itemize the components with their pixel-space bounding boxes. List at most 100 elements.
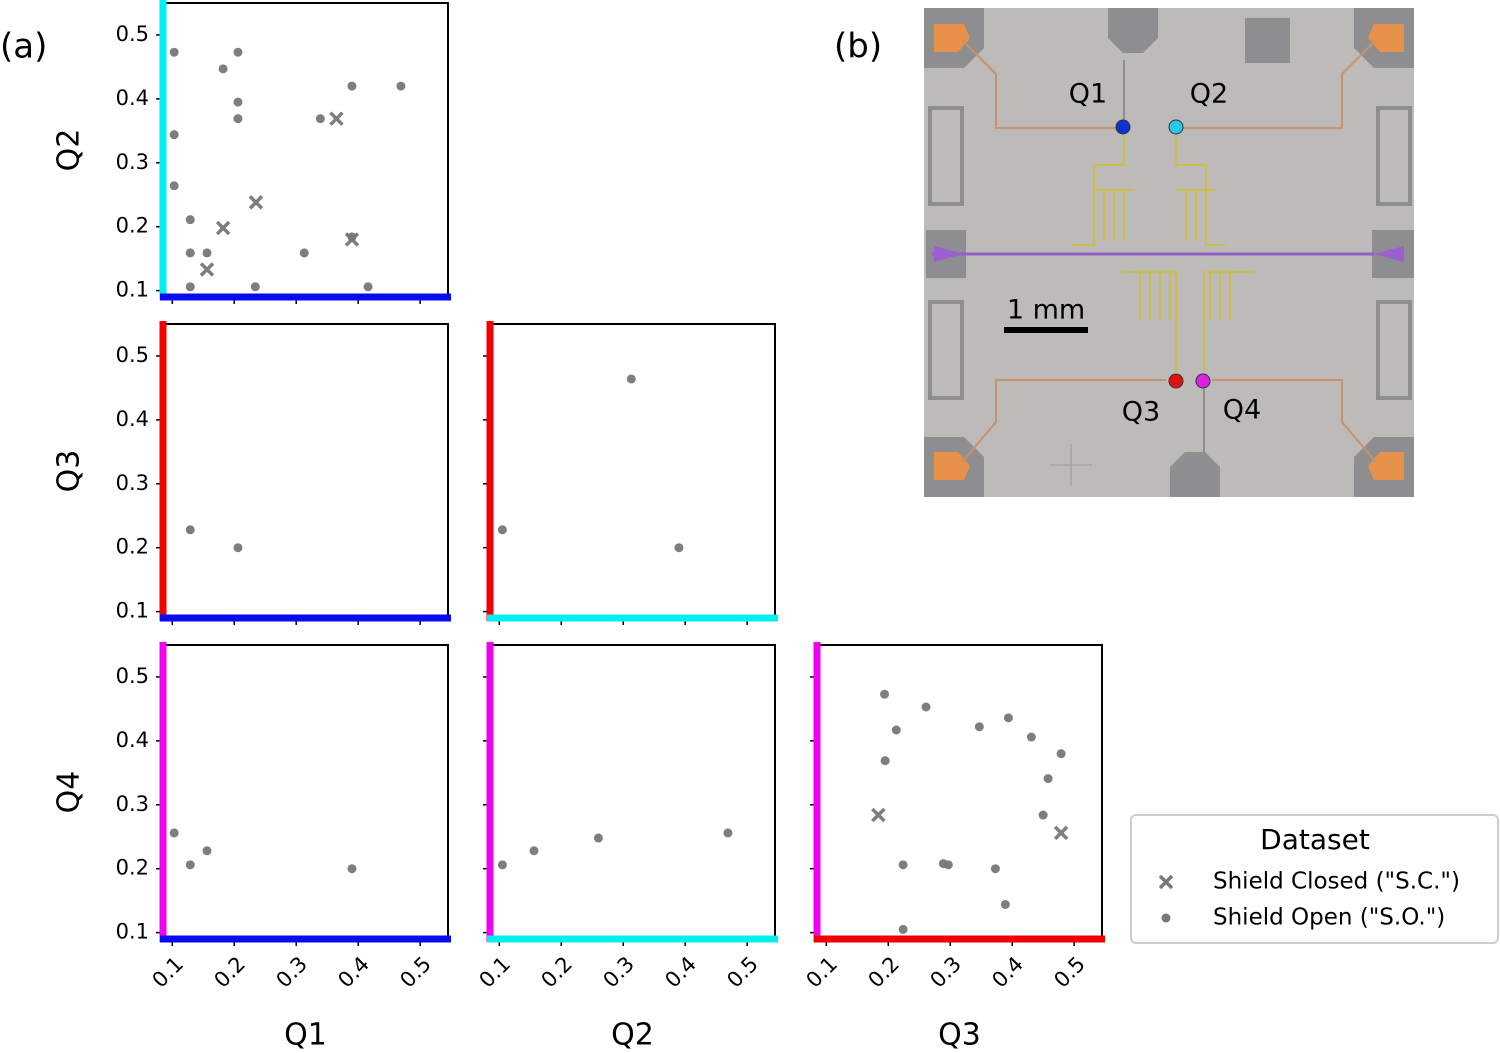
y-axis-label: Q3 [52, 450, 87, 493]
dot-marker [891, 725, 901, 735]
panel-label: (b) [834, 27, 882, 67]
dot-marker [529, 846, 539, 856]
dot-marker [943, 860, 953, 870]
cross-marker [199, 262, 215, 277]
dot-marker [169, 47, 179, 57]
dot-marker [674, 543, 684, 553]
y-axis-label: Q4 [52, 771, 87, 814]
dot-marker [169, 828, 179, 838]
qubit-label: Q4 [1223, 395, 1261, 426]
x-tick-label: 0.1 [801, 952, 842, 993]
y-tick-label: 0.2 [116, 856, 149, 880]
x-tick-label: 0.1 [474, 952, 515, 993]
x-tick-label: 0.1 [147, 952, 188, 993]
cross-marker [329, 111, 344, 126]
y-tick-label: 0.4 [116, 407, 149, 431]
y-tick-label: 0.1 [116, 278, 149, 302]
dot-marker [1043, 774, 1053, 784]
dot-marker [233, 543, 243, 553]
dot-marker [347, 81, 357, 91]
dot-marker [202, 846, 212, 856]
x-tick-label: 0.5 [1049, 952, 1090, 993]
qubit-label: Q1 [1069, 79, 1107, 110]
legend-label: Shield Open ("S.O.") [1213, 905, 1445, 931]
dot-marker [347, 232, 357, 242]
dot-marker [921, 702, 931, 712]
y-tick-label: 0.5 [116, 22, 149, 46]
dot-marker [185, 248, 195, 258]
dot-marker [185, 860, 195, 870]
dot-marker [626, 374, 636, 384]
dot-marker [169, 181, 179, 191]
x-tick-label: 0.5 [395, 952, 436, 993]
frame [490, 644, 776, 939]
x-tick-label: 0.4 [987, 952, 1028, 993]
dot-marker [898, 924, 908, 934]
x-tick-label: 0.5 [722, 952, 763, 993]
dot-marker [185, 282, 195, 292]
legend-title: Dataset [1260, 823, 1370, 856]
dot-marker [1161, 913, 1171, 923]
x-axis-label: Q1 [284, 1018, 327, 1053]
dot-marker [1056, 749, 1066, 759]
x-axis-label: Q2 [611, 1018, 654, 1053]
chip-image [924, 8, 1414, 497]
dot-marker [880, 756, 890, 766]
dot-marker [396, 81, 406, 91]
dot-marker [185, 525, 195, 535]
y-tick-label: 0.2 [116, 535, 149, 559]
y-tick-label: 0.1 [116, 599, 149, 623]
cross-marker [871, 807, 886, 823]
dot-marker [315, 114, 325, 124]
dot-marker [1026, 732, 1036, 742]
cross-marker [248, 195, 264, 210]
dot-marker [497, 525, 507, 535]
dot-marker [233, 114, 243, 124]
qubit-label: Q2 [1190, 79, 1228, 110]
frame [163, 644, 449, 939]
dot-marker [250, 282, 260, 292]
dot-marker [1000, 899, 1010, 909]
y-tick-label: 0.3 [116, 150, 149, 174]
panel-label: (a) [0, 27, 47, 67]
y-tick-label: 0.3 [116, 471, 149, 495]
dot-marker [363, 282, 373, 292]
dot-marker [218, 64, 228, 74]
x-tick-label: 0.3 [598, 952, 639, 993]
dot-marker [974, 722, 984, 732]
dot-marker [299, 248, 309, 258]
dot-marker [233, 97, 243, 107]
frame [163, 323, 449, 618]
scale-bar-label: 1 mm [1007, 295, 1085, 326]
y-tick-label: 0.4 [116, 86, 149, 110]
x-tick-label: 0.2 [209, 952, 250, 993]
dot-marker [593, 833, 603, 843]
y-tick-label: 0.3 [116, 792, 149, 816]
dot-marker [347, 864, 357, 874]
cross-marker [1053, 825, 1069, 841]
dot-marker [169, 130, 179, 140]
x-axis-label: Q3 [938, 1018, 981, 1053]
frame [163, 2, 449, 297]
y-tick-label: 0.5 [116, 343, 149, 367]
x-tick-label: 0.3 [271, 952, 312, 993]
dot-marker [898, 860, 908, 870]
cross-marker [1158, 874, 1174, 890]
legend-box [1130, 814, 1499, 944]
dot-marker [1003, 713, 1013, 723]
dot-marker [1038, 810, 1048, 820]
y-tick-label: 0.2 [116, 214, 149, 238]
qubit-label: Q3 [1122, 397, 1160, 428]
dot-marker [202, 248, 212, 258]
dot-marker [990, 864, 1000, 874]
dot-marker [233, 47, 243, 57]
cross-marker [215, 220, 231, 236]
y-axis-label: Q2 [52, 129, 87, 172]
x-tick-label: 0.3 [925, 952, 966, 993]
legend-label: Shield Closed ("S.C.") [1213, 869, 1460, 895]
dot-marker [185, 215, 195, 225]
x-tick-label: 0.2 [536, 952, 577, 993]
y-tick-label: 0.5 [116, 664, 149, 688]
dot-marker [723, 828, 733, 838]
